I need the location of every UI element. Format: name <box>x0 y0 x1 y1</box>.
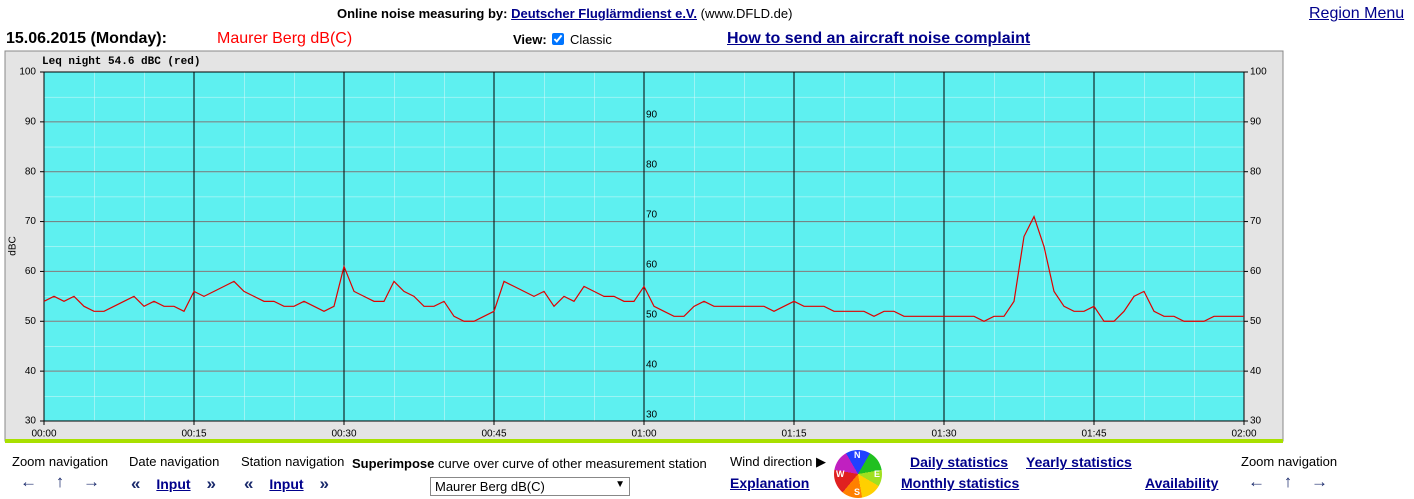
x-tick-label: 00:30 <box>331 429 356 440</box>
x-tick-label: 01:15 <box>781 429 806 440</box>
y-tick-label: 80 <box>25 166 37 177</box>
zoom-nav-label-right: Zoom navigation <box>1241 454 1338 469</box>
station-next[interactable]: » <box>319 474 329 493</box>
y-tick-label-right: 40 <box>1250 366 1262 377</box>
yearly-stats-link[interactable]: Yearly statistics <box>1026 454 1132 470</box>
zoom-out-r[interactable]: ↑ <box>1283 472 1293 491</box>
y-tick-label: 100 <box>19 67 36 78</box>
view-option: View: Classic <box>513 32 612 47</box>
legend-text: Leq night 54.6 dBC (red) <box>42 56 200 68</box>
y-tick-label-right: 50 <box>1250 316 1262 327</box>
x-tick-label: 00:45 <box>481 429 506 440</box>
date-next[interactable]: » <box>206 474 216 493</box>
daily-stats-link[interactable]: Daily statistics <box>910 454 1009 470</box>
wind-label: Wind direction ▶ <box>730 454 826 469</box>
night-bar <box>5 439 1283 443</box>
station-input[interactable]: Input <box>269 476 304 492</box>
date-label: 15.06.2015 (Monday): <box>6 30 167 47</box>
y-tick-label: 40 <box>25 366 37 377</box>
provider-url: (www.DFLD.de) <box>700 6 793 21</box>
wind-compass[interactable]: N E S W <box>834 450 882 498</box>
monthly-stats-link[interactable]: Monthly statistics <box>901 475 1020 491</box>
y2-tick-label: 70 <box>646 210 658 221</box>
zoom-nav-left: ← ↑ → <box>20 472 100 492</box>
select-arrow: ▼ <box>615 479 625 490</box>
y-tick-label-right: 60 <box>1250 266 1262 277</box>
x-tick-label: 00:15 <box>181 429 206 440</box>
station-select[interactable]: Maurer Berg dB(C) ▼ <box>430 477 630 496</box>
availability-link[interactable]: Availability <box>1145 475 1219 491</box>
view-option-text: Classic <box>569 32 612 47</box>
compass-n: N <box>854 450 861 460</box>
superimpose-rest: curve over curve of other measurement st… <box>437 456 707 471</box>
compass-w: W <box>836 469 845 479</box>
y-axis-label: dBC <box>8 236 19 255</box>
header-line: Online noise measuring by: Deutscher Flu… <box>337 6 792 21</box>
region-menu-link[interactable]: Region Menu <box>1309 5 1405 22</box>
explanation-link[interactable]: Explanation <box>730 475 810 491</box>
compass-s: S <box>854 487 861 497</box>
y-tick-label: 60 <box>25 266 37 277</box>
zoom-nav-right: ← ↑ → <box>1248 472 1328 492</box>
provider-link[interactable]: Deutscher Fluglärmdienst e.V. <box>511 6 698 21</box>
date-prev[interactable]: « <box>131 474 141 493</box>
y-tick-label: 30 <box>25 416 37 427</box>
station-prev[interactable]: « <box>244 474 254 493</box>
y-tick-label: 50 <box>25 316 37 327</box>
zoom-left[interactable]: ← <box>20 472 37 491</box>
station-nav: « Input » <box>244 474 329 494</box>
y-tick-label-right: 30 <box>1250 416 1262 427</box>
zoom-nav-label: Zoom navigation <box>12 454 109 469</box>
y2-tick-label: 40 <box>646 360 658 371</box>
station-label: Maurer Berg dB(C) <box>217 30 353 47</box>
chart: Leq night 54.6 dBC (red) dBC 30 30 40 40 50 5… <box>4 50 1284 443</box>
date-input[interactable]: Input <box>156 476 191 492</box>
view-label: View: <box>513 32 547 47</box>
y2-tick-label: 50 <box>646 310 658 321</box>
complaint-link[interactable]: How to send an aircraft noise complaint <box>727 30 1031 47</box>
x-tick-label: 02:00 <box>1231 429 1256 440</box>
date-nav-label: Date navigation <box>129 454 220 469</box>
x-tick-label: 01:45 <box>1081 429 1106 440</box>
y2-tick-label: 90 <box>646 110 658 121</box>
noise-line <box>43 215 1244 322</box>
y2-tick-label: 80 <box>646 160 658 171</box>
header-prefix: Online noise measuring by: <box>337 6 508 21</box>
zoom-right-r[interactable]: → <box>1310 472 1328 491</box>
zoom-out[interactable]: ↑ <box>55 472 65 491</box>
y-tick-label-right: 90 <box>1250 116 1262 127</box>
y2-tick-label: 60 <box>646 260 658 271</box>
x-tick-label: 00:00 <box>31 429 56 440</box>
superimpose-bold: Superimpose <box>352 456 435 471</box>
plot-border <box>43 71 1245 422</box>
station-select-value: Maurer Berg dB(C) <box>435 479 545 494</box>
superimpose-text: Superimpose curve over curve of other me… <box>352 456 707 471</box>
zoom-right[interactable]: → <box>82 472 100 491</box>
y-tick-label-right: 80 <box>1250 166 1262 177</box>
y-tick-label: 90 <box>25 116 37 127</box>
station-nav-label: Station navigation <box>241 454 345 469</box>
y-tick-label-right: 100 <box>1250 67 1267 78</box>
y-tick-label-right: 70 <box>1250 216 1262 227</box>
x-tick-label: 01:30 <box>931 429 956 440</box>
date-nav: « Input » <box>131 474 216 494</box>
classic-checkbox[interactable] <box>552 33 565 45</box>
compass-e: E <box>874 469 881 479</box>
x-tick-label: 01:00 <box>631 429 656 440</box>
zoom-left-r[interactable]: ← <box>1248 472 1265 491</box>
y2-tick-label: 30 <box>646 410 658 421</box>
y-tick-label: 70 <box>25 216 37 227</box>
